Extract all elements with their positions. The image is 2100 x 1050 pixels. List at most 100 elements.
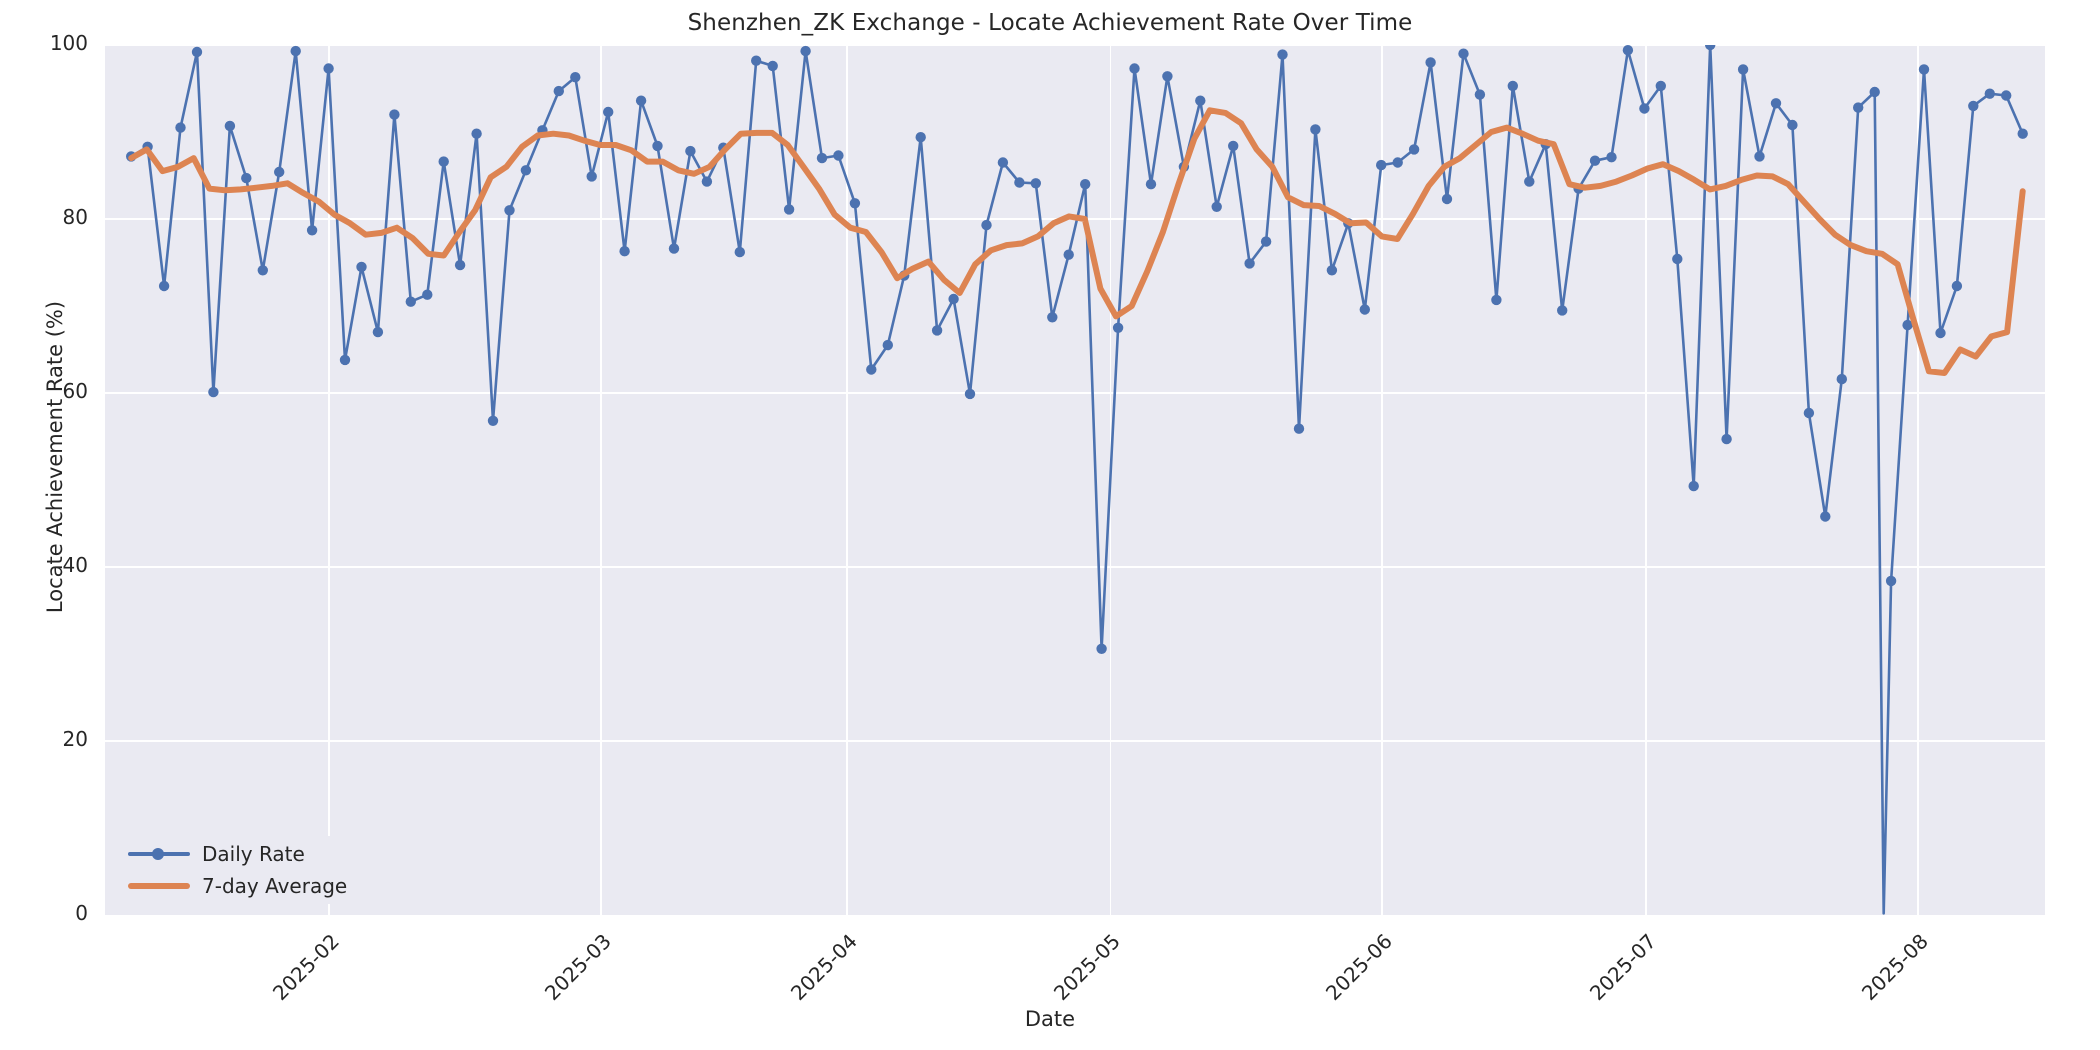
data-point [1935,327,1946,339]
data-point [487,415,499,426]
data-point [1063,249,1074,260]
legend-label-seven-day-average: 7-day Average [202,874,348,898]
y-tick-label: 40 [62,553,88,577]
data-point [1606,152,1617,163]
data-point [2001,90,2012,101]
data-point [833,150,844,161]
data-point [1211,201,1222,212]
data-point [438,156,449,167]
data-point [915,132,926,143]
gridline [1644,45,1647,915]
data-point [1030,178,1041,189]
data-point [405,296,416,307]
data-point [800,45,811,57]
data-point [520,165,532,176]
data-point [767,60,778,72]
data-point [158,280,170,292]
daily-rate-markers [126,45,2028,654]
legend-item-seven-day-average[interactable]: 7-day Average [128,876,347,896]
data-point [306,225,318,236]
data-point [257,265,268,276]
data-point [1557,305,1568,316]
y-tick-label: 80 [62,205,88,229]
x-tick-label: 2025-03 [539,929,617,1006]
y-tick-label: 20 [62,727,88,751]
data-point [1326,265,1338,276]
data-point [422,289,433,300]
page-title: Shenzhen_ZK Exchange - Locate Achievemen… [687,10,1413,36]
data-point [1589,155,1601,166]
y-axis-label: Locate Achievement Rate (%) [43,300,67,614]
gridline [1916,45,1919,915]
data-point [1820,511,1831,522]
data-point [931,325,943,336]
data-point [1902,319,1913,331]
data-point [1655,80,1667,92]
data-point [290,45,301,57]
data-point [1228,140,1239,152]
data-point [1754,151,1765,162]
data-point [652,140,663,152]
data-point [1244,258,1255,269]
data-point [570,72,581,83]
data-point [175,122,186,133]
data-point [1639,103,1650,114]
data-point [1310,124,1321,135]
data-point [1622,45,1634,56]
data-point [208,386,219,398]
data-point [603,106,614,118]
data-point [553,85,564,97]
data-point [685,145,696,157]
data-point [1787,119,1798,131]
data-point [224,120,236,132]
data-point [635,95,647,106]
data-point [866,364,877,375]
data-point [454,259,466,271]
data-point [1080,179,1091,190]
data-point [981,219,992,231]
data-point [471,128,482,139]
data-point [668,243,680,254]
data-point [323,63,334,74]
data-point [1474,89,1486,100]
x-tick-label: 2025-08 [1856,929,1933,1006]
data-point [356,261,367,273]
data-point [1737,64,1749,75]
gridline [105,45,2045,46]
data-point [1968,100,1979,112]
data-point [882,339,893,351]
y-tick-label: 60 [62,379,88,403]
data-point [1441,193,1453,205]
data-point [701,176,713,187]
gridline [105,392,2045,394]
data-point [1195,95,1206,106]
data-point [339,354,351,366]
gridline [1381,45,1384,915]
daily-rate-line [129,45,2024,915]
x-tick-label: 2025-07 [1584,929,1661,1006]
data-point [1836,373,1848,385]
data-point [1853,102,1864,113]
plot-area [105,45,2045,915]
data-point [241,172,252,184]
data-point [1770,98,1782,109]
data-point [1507,80,1519,92]
data-point [1359,304,1371,315]
x-tick-label: 2025-04 [785,929,862,1006]
legend-item-daily-rate[interactable]: Daily Rate [128,844,347,864]
data-point [1524,176,1535,187]
series-plot [126,45,2028,915]
data-point [816,152,828,164]
gridline [846,45,848,915]
chart-legend[interactable]: Daily Rate 7-day Average [118,836,362,904]
data-point [191,46,203,58]
data-point [1885,575,1897,587]
gridline [328,45,330,915]
data-point [2017,128,2028,139]
data-point [1672,253,1683,265]
gridline [105,740,2045,742]
data-point [1721,433,1732,445]
data-point [1918,64,1930,75]
data-point [1951,280,1963,292]
